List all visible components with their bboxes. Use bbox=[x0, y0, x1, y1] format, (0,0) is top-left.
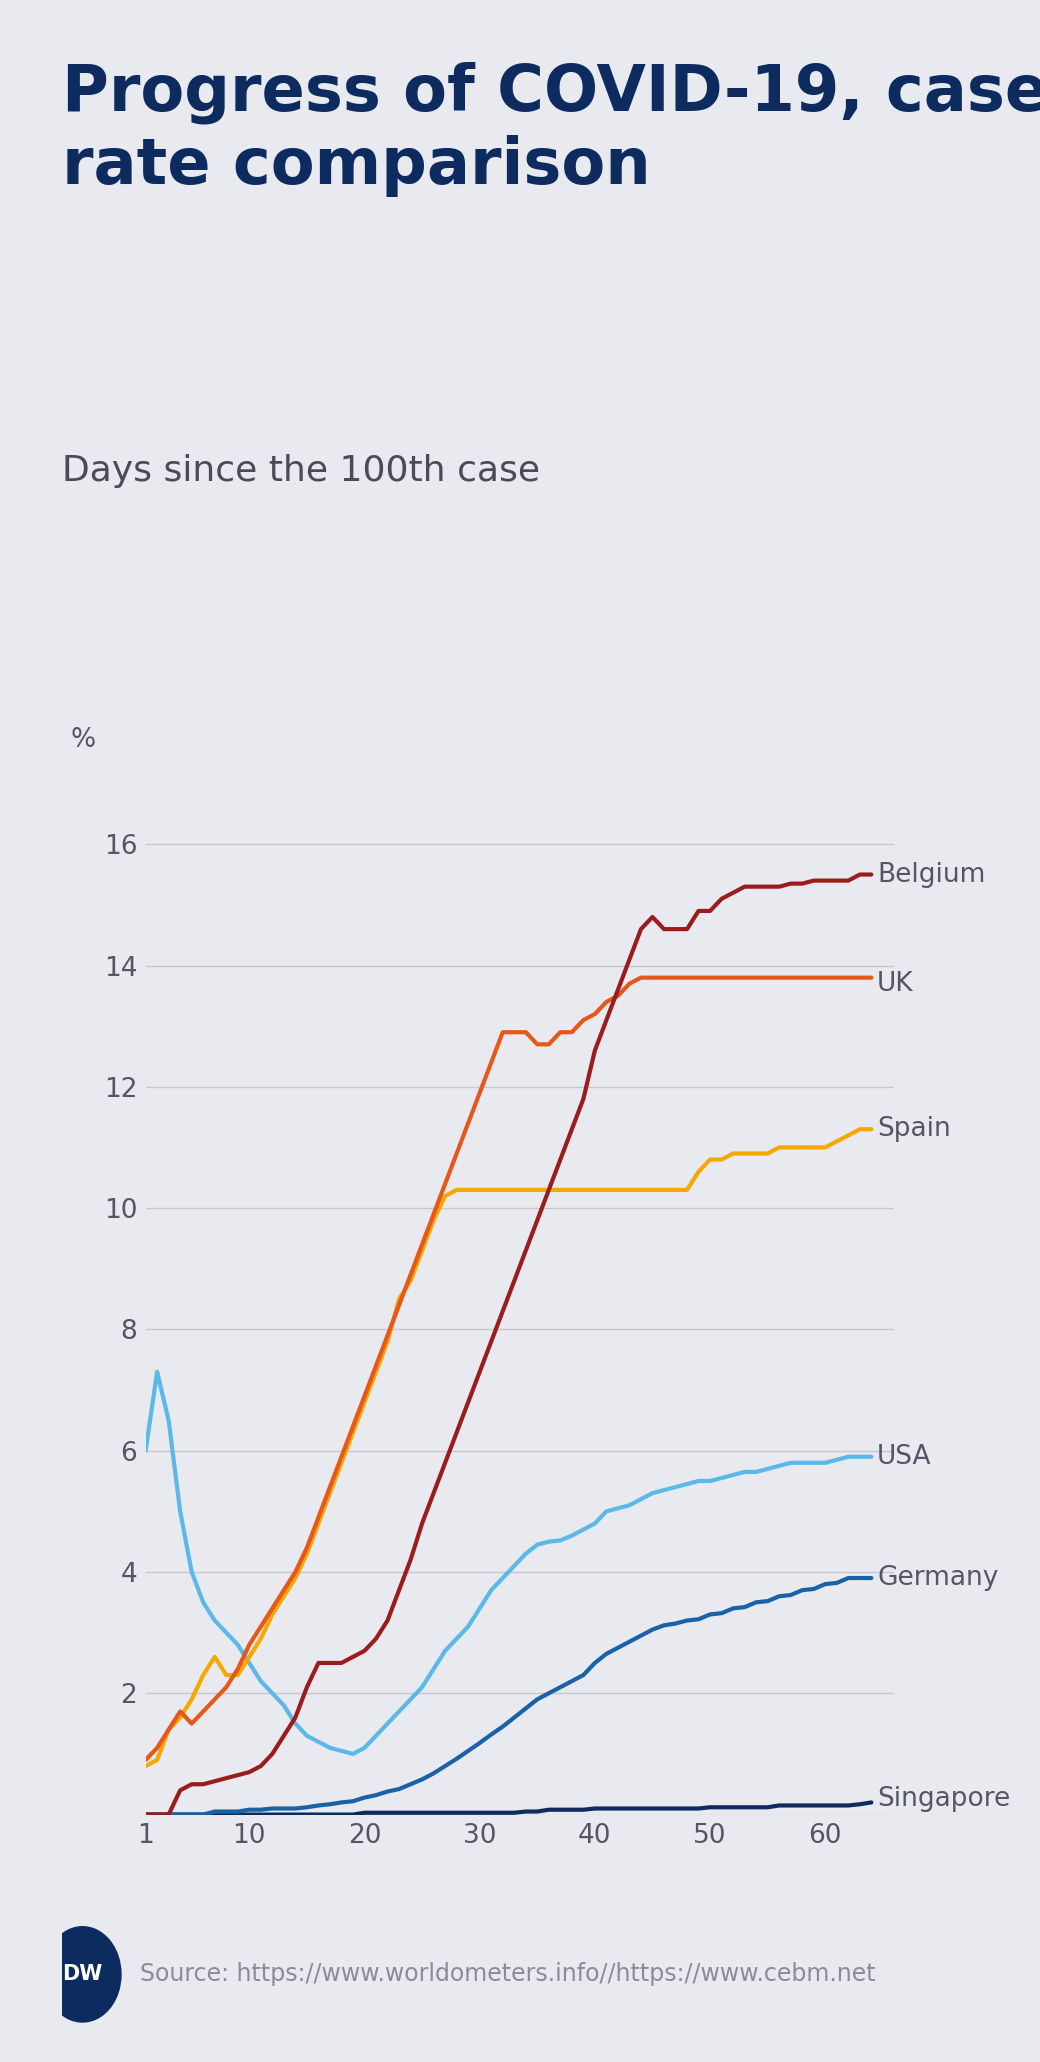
Text: USA: USA bbox=[877, 1443, 932, 1470]
Text: DW: DW bbox=[62, 1965, 103, 1984]
Circle shape bbox=[44, 1926, 121, 2023]
Text: Spain: Spain bbox=[877, 1116, 951, 1142]
Text: %: % bbox=[71, 726, 96, 753]
Text: Singapore: Singapore bbox=[877, 1786, 1011, 1812]
Text: Belgium: Belgium bbox=[877, 862, 986, 887]
Text: Progress of COVID-19, case fatality
rate comparison: Progress of COVID-19, case fatality rate… bbox=[62, 62, 1040, 196]
Text: Days since the 100th case: Days since the 100th case bbox=[62, 454, 541, 487]
Text: UK: UK bbox=[877, 971, 914, 996]
Text: Germany: Germany bbox=[877, 1565, 998, 1592]
Text: Source: https://www.worldometers.info//https://www.cebm.net: Source: https://www.worldometers.info//h… bbox=[140, 1963, 876, 1986]
